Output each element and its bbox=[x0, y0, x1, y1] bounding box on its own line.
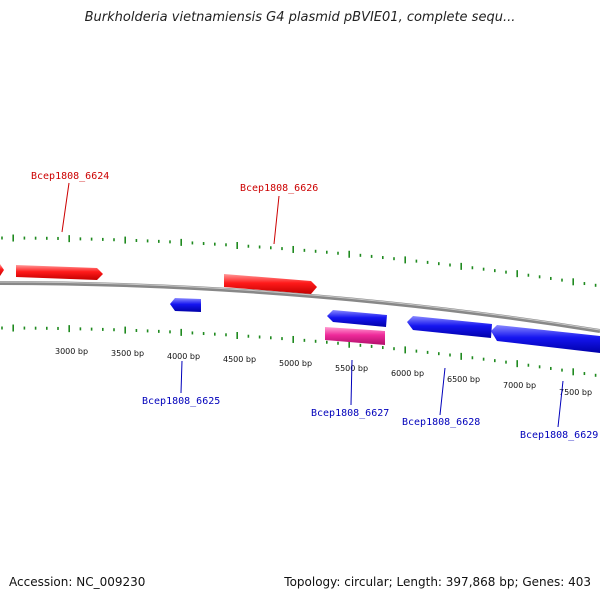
gene-bcep1808-6628[interactable] bbox=[407, 316, 492, 338]
scale-label: 4500 bp bbox=[223, 355, 256, 364]
gene-highlighted-feature[interactable] bbox=[325, 327, 385, 345]
scale-label: 4000 bp bbox=[167, 352, 200, 361]
scale-label: 3500 bp bbox=[111, 349, 144, 358]
gene-label-bcep1808-6625[interactable]: Bcep1808_6625 bbox=[142, 396, 220, 407]
backbone-highlight bbox=[0, 281, 600, 331]
gene-bcep1808-6627[interactable] bbox=[327, 310, 387, 327]
gene-label-bcep1808-6629[interactable]: Bcep1808_6629 bbox=[520, 430, 598, 441]
scale-labels: 3000 bp 3500 bp 4000 bp 4500 bp 5000 bp … bbox=[55, 347, 592, 397]
gene-label-bcep1808-6626[interactable]: Bcep1808_6626 bbox=[240, 183, 318, 194]
scale-label: 5000 bp bbox=[279, 359, 312, 368]
map-title: Burkholderia vietnamiensis G4 plasmid pB… bbox=[84, 10, 516, 25]
gene-label-bcep1808-6624[interactable]: Bcep1808_6624 bbox=[31, 171, 109, 182]
gene-bcep1808-6629[interactable] bbox=[491, 325, 600, 353]
scale-label: 3000 bp bbox=[55, 347, 88, 356]
leader-line bbox=[350, 359, 353, 406]
scale-label: 6000 bp bbox=[391, 369, 424, 378]
gene-bcep1808-6626[interactable] bbox=[224, 274, 317, 294]
leader-line bbox=[439, 367, 446, 416]
inner-tick-row bbox=[1, 324, 597, 377]
leader-line bbox=[557, 380, 564, 428]
accession-info: Accession: NC_009230 bbox=[9, 575, 145, 589]
leader-line bbox=[273, 195, 280, 245]
gene-edge-forward-feature[interactable] bbox=[0, 264, 4, 276]
scale-label: 6500 bp bbox=[447, 375, 480, 384]
backbone bbox=[0, 281, 600, 333]
scale-label: 7000 bp bbox=[503, 381, 536, 390]
gene-bcep1808-6625[interactable] bbox=[170, 298, 201, 312]
leader-line bbox=[180, 360, 183, 394]
scale-label: 7500 bp bbox=[559, 388, 592, 397]
gene-bcep1808-6624[interactable] bbox=[16, 265, 103, 280]
outer-tick-row bbox=[1, 234, 597, 287]
leader-line bbox=[61, 182, 70, 233]
topology-info: Topology: circular; Length: 397,868 bp; … bbox=[284, 575, 591, 589]
accession-number: NC_009230 bbox=[76, 575, 146, 589]
gene-label-bcep1808-6628[interactable]: Bcep1808_6628 bbox=[402, 417, 480, 428]
accession-label: Accession: bbox=[9, 575, 73, 589]
gene-label-bcep1808-6627[interactable]: Bcep1808_6627 bbox=[311, 408, 389, 419]
